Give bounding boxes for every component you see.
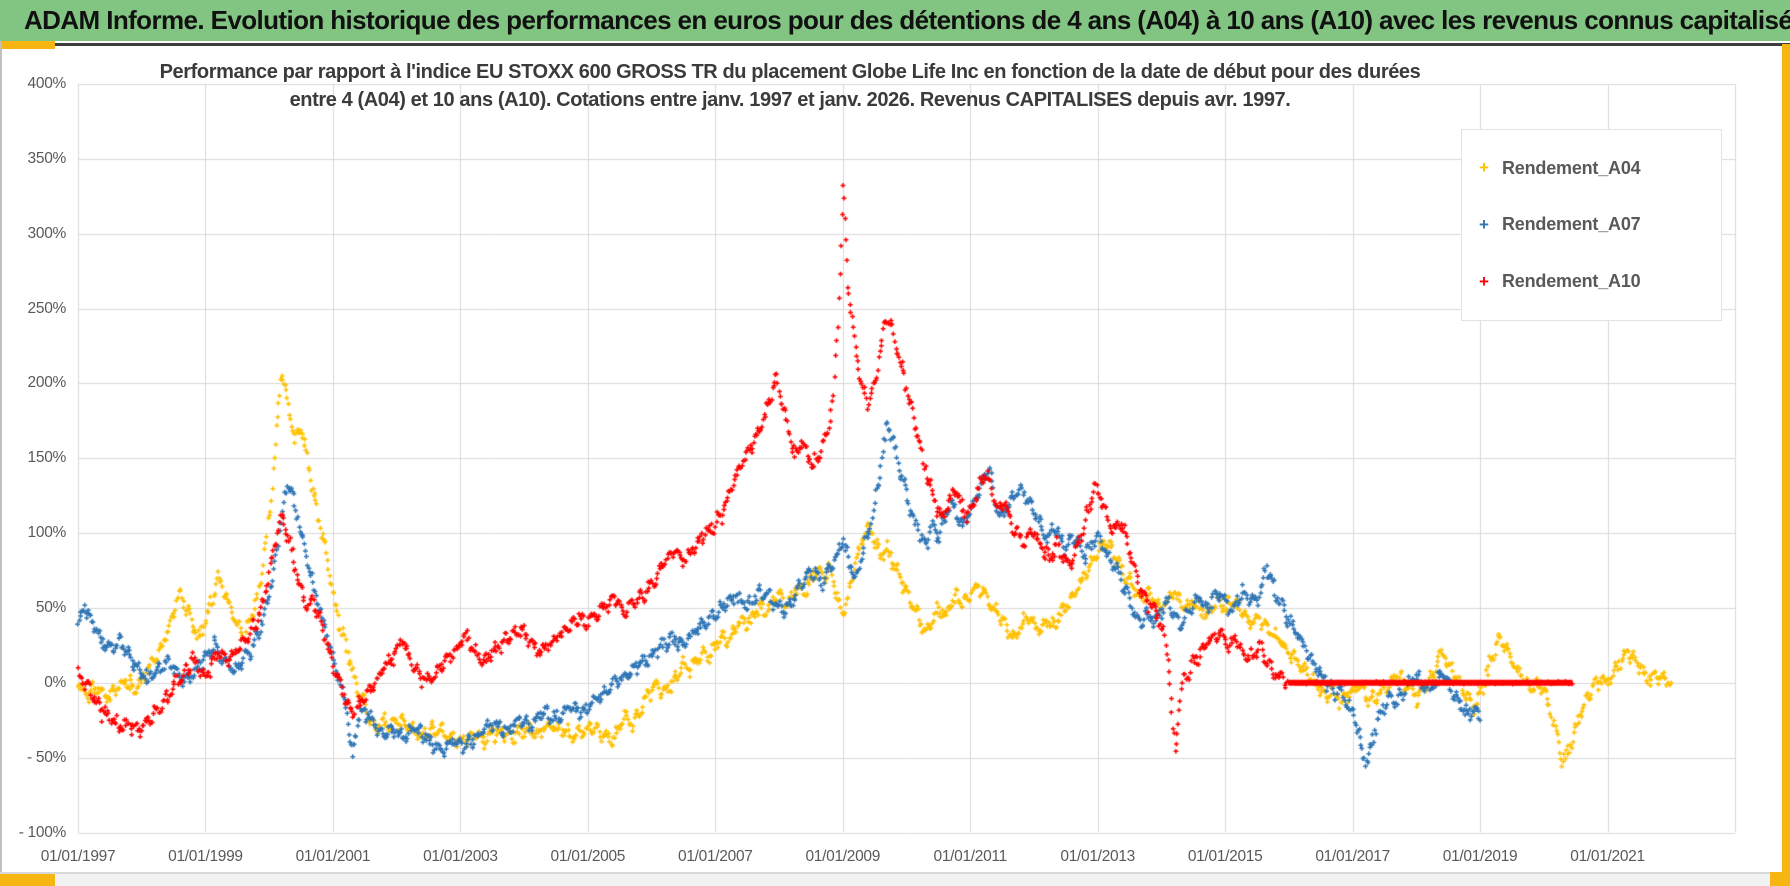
x-tick-label: 01/01/2015: [1187, 848, 1263, 865]
legend-item-rendement_a07: + Rendement_A07: [1476, 214, 1721, 235]
y-tick-label: 50%: [35, 598, 66, 616]
x-tick-label: 01/01/1999: [168, 848, 243, 865]
x-tick-label: 01/01/2017: [1315, 848, 1390, 865]
y-tick-label: 200%: [27, 374, 67, 392]
y-tick-label: 350%: [27, 149, 67, 167]
x-tick-label: 01/01/2007: [678, 848, 753, 865]
x-tick-label: 01/01/2001: [295, 848, 371, 865]
legend-label: Rendement_A04: [1502, 157, 1641, 178]
chart-title-line2: entre 4 (A04) et 10 ans (A10). Cotations…: [289, 89, 1291, 111]
x-tick-label: 01/01/2011: [933, 848, 1008, 865]
legend-item-rendement_a10: + Rendement_A10: [1476, 271, 1721, 292]
legend-plus-marker-icon: +: [1479, 271, 1489, 291]
x-tick-label: 01/01/2003: [423, 848, 498, 865]
x-tick-label: 01/01/1997: [40, 848, 116, 865]
y-tick-label: 100%: [27, 524, 67, 542]
x-tick-label: 01/01/2013: [1060, 848, 1135, 865]
legend-label: Rendement_A07: [1502, 214, 1641, 235]
y-tick-label: - 100%: [18, 823, 67, 841]
legend-item-rendement_a04: + Rendement_A04: [1476, 158, 1721, 179]
y-tick-label: 400%: [27, 75, 67, 92]
legend-plus-marker-icon: +: [1479, 158, 1489, 178]
legend-label: Rendement_A10: [1502, 271, 1641, 292]
y-tick-label: 0%: [44, 673, 66, 691]
chart-title-line1: Performance par rapport à l'indice EU ST…: [159, 61, 1421, 83]
x-tick-label: 01/01/2005: [550, 848, 626, 865]
y-tick-label: 150%: [27, 449, 67, 467]
y-tick-label: - 50%: [27, 748, 66, 766]
chart-legend: + Rendement_A04 + Rendement_A07 + Rendement_A…: [1461, 129, 1722, 321]
legend-plus-marker-icon: +: [1479, 214, 1489, 234]
y-tick-label: 250%: [27, 299, 67, 317]
x-tick-label: 01/01/2019: [1442, 848, 1518, 865]
x-tick-label: 01/01/2009: [805, 848, 881, 865]
chart-title: Performance par rapport à l'indice EU ST…: [120, 58, 1460, 114]
y-tick-label: 300%: [27, 224, 67, 242]
x-tick-label: 01/01/2021: [1570, 848, 1645, 865]
